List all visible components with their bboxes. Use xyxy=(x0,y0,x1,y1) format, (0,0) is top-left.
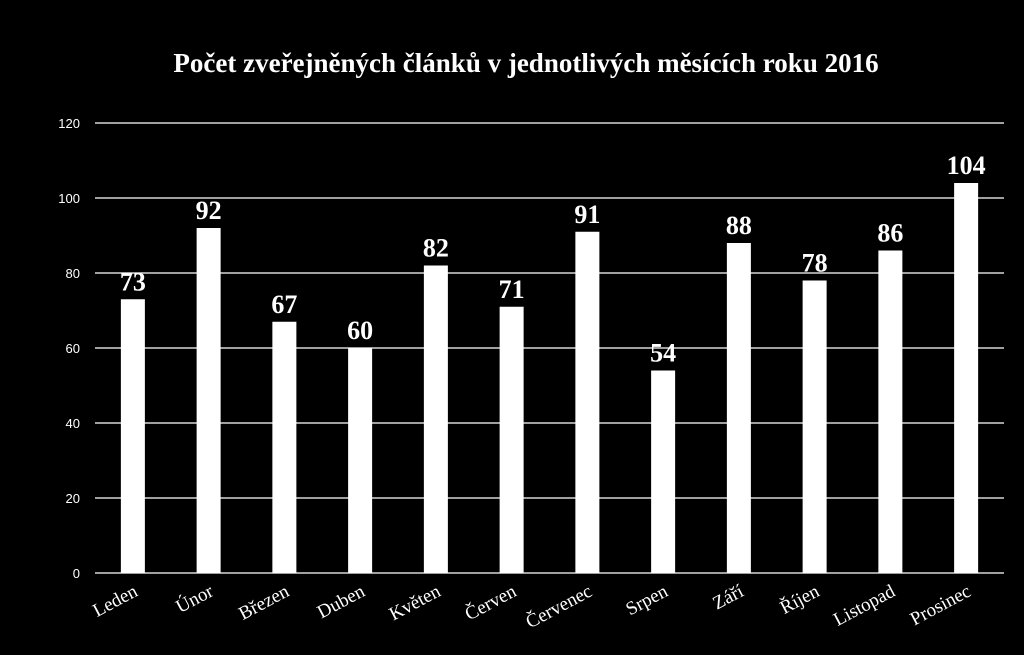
x-tick-label: Květen xyxy=(386,581,445,626)
data-label: 73 xyxy=(120,267,146,296)
x-tick-label: Září xyxy=(709,581,747,615)
bar xyxy=(120,299,145,573)
data-label: 54 xyxy=(650,339,676,368)
data-label: 82 xyxy=(423,234,449,263)
data-label: 104 xyxy=(947,151,986,180)
y-tick-label: 100 xyxy=(58,191,80,206)
x-tick-label: Březen xyxy=(235,581,293,625)
bars xyxy=(120,183,979,573)
bar xyxy=(651,370,676,573)
y-tick-label: 60 xyxy=(66,341,80,356)
x-tick-label: Listopad xyxy=(830,581,899,631)
bar xyxy=(878,250,903,573)
bar xyxy=(726,243,751,573)
x-tick-label: Červenec xyxy=(522,580,596,633)
data-label: 92 xyxy=(196,196,222,225)
data-label: 67 xyxy=(271,290,297,319)
gridlines xyxy=(95,122,1004,574)
data-label: 91 xyxy=(574,200,600,229)
y-tick-label: 0 xyxy=(73,566,80,581)
data-label: 60 xyxy=(347,316,373,345)
data-label: 78 xyxy=(802,249,828,278)
x-axis-ticks: Leden Únor Březen Duben Květen Červen Červenec… xyxy=(89,580,974,633)
data-label: 71 xyxy=(499,275,525,304)
y-tick-label: 80 xyxy=(66,266,80,281)
bar xyxy=(802,280,827,573)
data-label: 86 xyxy=(877,219,903,248)
bar xyxy=(575,231,600,573)
x-tick-label: Srpen xyxy=(622,581,671,621)
bar xyxy=(954,183,979,573)
bar xyxy=(423,265,448,573)
bar xyxy=(272,321,297,573)
chart-title: Počet zveřejněných článků v jednotlivých… xyxy=(173,48,878,78)
x-tick-label: Duben xyxy=(314,581,369,624)
x-tick-label: Prosinec xyxy=(907,581,975,630)
bar xyxy=(499,306,524,573)
x-tick-label: Říjen xyxy=(776,580,823,619)
x-tick-label: Červen xyxy=(461,580,520,625)
y-tick-label: 20 xyxy=(66,491,80,506)
y-axis-ticks: 0 20 40 60 80 100 120 xyxy=(58,116,80,581)
data-label: 88 xyxy=(726,211,752,240)
x-tick-label: Leden xyxy=(89,581,141,622)
data-labels: 73 92 67 60 82 71 91 54 88 78 86 104 xyxy=(120,151,986,368)
y-tick-label: 120 xyxy=(58,116,80,131)
x-tick-label: Únor xyxy=(172,580,217,618)
bar xyxy=(348,348,373,573)
bar xyxy=(196,228,221,573)
y-tick-label: 40 xyxy=(66,416,80,431)
